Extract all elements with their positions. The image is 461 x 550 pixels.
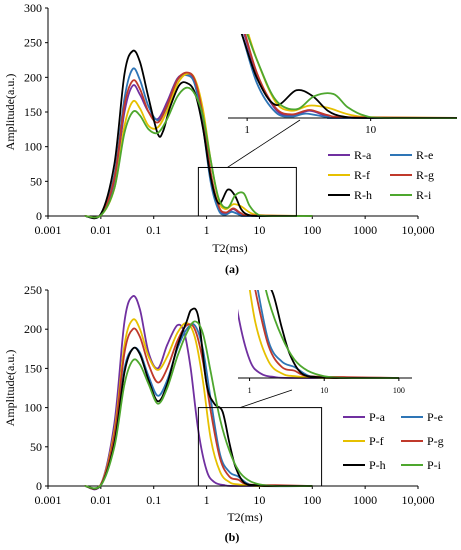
legend-label-p-g: P-g (427, 434, 444, 448)
x-tick-label: 100 (303, 223, 321, 237)
series-line-r-i (84, 86, 313, 219)
legend-label-p-i: P-i (427, 458, 442, 472)
legend-label-p-e: P-e (427, 410, 443, 424)
y-tick-label: 200 (24, 322, 42, 336)
panel-label: (b) (225, 530, 240, 544)
x-tick-label: 0.1 (146, 493, 161, 507)
y-tick-label: 50 (30, 174, 42, 188)
x-axis-label: T2(ms) (212, 241, 247, 255)
inset-series-line-p-i (264, 290, 399, 379)
x-tick-label: 0.01 (90, 493, 111, 507)
chart-panel-b: 0 50 100 150 200 250 0.001 0.01 0.1 1 10 100 1000 10,… (3, 283, 444, 544)
inset-background (238, 290, 412, 378)
inset-series-line-p-h (270, 290, 399, 379)
x-tick-label: 0.1 (146, 223, 161, 237)
y-tick-label: 100 (24, 401, 42, 415)
y-tick-label: 300 (24, 1, 42, 15)
legend-label-p-f: P-f (369, 434, 384, 448)
x-tick-label: 10 (253, 493, 265, 507)
y-tick-label: 0 (36, 479, 42, 493)
inset-x-tick-label: 10 (320, 386, 328, 395)
x-tick-label: 0.01 (90, 223, 111, 237)
legend-label-r-a: R-a (354, 148, 372, 162)
legend-label-r-h: R-h (354, 188, 372, 202)
chart-panel-a: 0 50 100 150 200 250 300 0.001 0.01 0.1 1 10 100 1000… (3, 1, 457, 276)
x-tick-label: 1 (204, 223, 210, 237)
inset-x-tick-label: 10 (365, 124, 377, 136)
inset-chart: 1 10 (228, 34, 457, 136)
y-axis-label: Amplitude(a.u.) (3, 350, 17, 427)
series-line-p-g (84, 323, 313, 490)
series-line-p-h (84, 307, 313, 490)
inset-series-line-r-i (246, 34, 457, 119)
x-tick-label: 100 (303, 493, 321, 507)
inset-chart: 1 10 100 (238, 290, 412, 395)
inset-x-tick-label: 1 (244, 124, 250, 136)
x-tick-label: 10,000 (402, 223, 435, 237)
x-axis-label: T2(ms) (227, 510, 262, 524)
series-line-r-g (84, 71, 313, 219)
series-line-r-h (84, 49, 313, 220)
legend-label-p-a: P-a (369, 410, 386, 424)
legend: R-a R-e R-f R-g R-h R-i (328, 148, 434, 202)
inset-leader-line (239, 389, 293, 408)
y-tick-label: 150 (24, 361, 42, 375)
x-tick-label: 1000 (353, 223, 377, 237)
x-tick-label: 0.001 (35, 493, 62, 507)
x-tick-label: 1000 (353, 493, 377, 507)
x-tick-label: 10 (253, 223, 265, 237)
legend-label-r-e: R-e (416, 148, 433, 162)
x-tick-label: 10,000 (402, 493, 435, 507)
series-line-p-f (84, 318, 313, 490)
panel-label: (a) (225, 262, 239, 276)
y-tick-label: 250 (24, 36, 42, 50)
zoom-box (197, 166, 297, 217)
legend: P-a P-e P-f P-g P-h P-i (343, 410, 444, 472)
y-tick-label: 200 (24, 70, 42, 84)
legend-label-r-i: R-i (416, 188, 432, 202)
legend-label-p-h: P-h (369, 458, 386, 472)
zoom-box (197, 407, 323, 487)
series-line-p-a (84, 295, 313, 491)
y-tick-label: 50 (30, 440, 42, 454)
series-line-r-e (84, 67, 313, 219)
legend-label-r-g: R-g (416, 168, 434, 182)
y-axis-label: Amplitude(a.u.) (3, 74, 17, 151)
x-tick-label: 1 (204, 493, 210, 507)
y-tick-label: 100 (24, 140, 42, 154)
legend-label-r-f: R-f (354, 168, 370, 182)
series-line-p-i (84, 320, 313, 490)
x-tick-label: 0.001 (35, 223, 62, 237)
y-tick-label: 150 (24, 105, 42, 119)
inset-leader-line (227, 119, 301, 168)
inset-background (228, 34, 457, 118)
inset-x-tick-label: 1 (248, 386, 252, 395)
inset-x-tick-label: 100 (393, 386, 405, 395)
y-tick-label: 0 (36, 209, 42, 223)
y-tick-label: 250 (24, 283, 42, 297)
